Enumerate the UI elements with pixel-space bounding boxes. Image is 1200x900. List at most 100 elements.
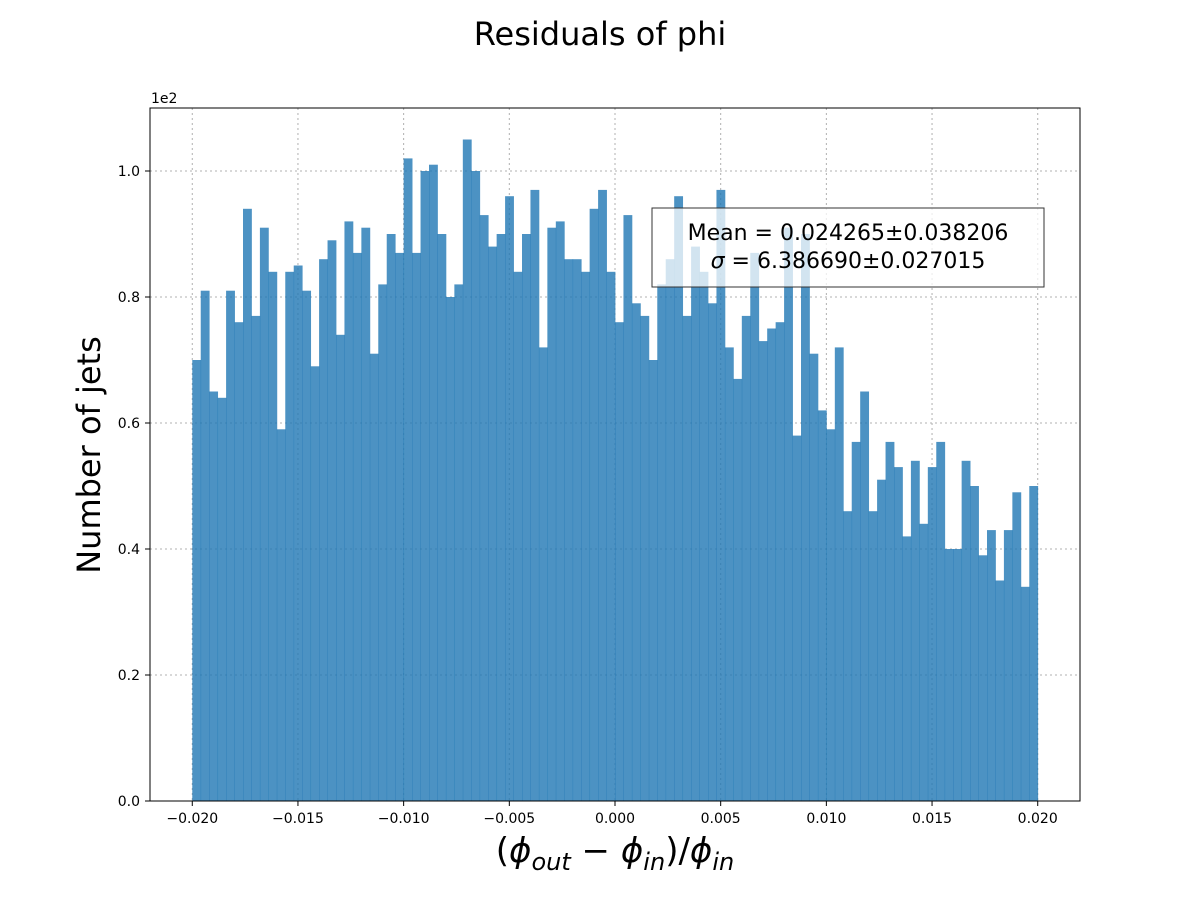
histogram-bars <box>192 139 1039 802</box>
histogram-bar <box>386 234 396 801</box>
histogram-bar <box>860 391 870 801</box>
y-tick-label: 0.8 <box>118 290 140 306</box>
stats-box: Mean = 0.024265±0.038206 σ = 6.386690±0.… <box>651 207 1045 288</box>
histogram-bar <box>953 549 963 801</box>
x-tick-label: 0.020 <box>1018 811 1058 827</box>
histogram-bar <box>995 580 1005 801</box>
x-tick-label: −0.020 <box>166 811 218 827</box>
x-tick-label: 0.005 <box>701 811 741 827</box>
histogram-bar <box>834 347 844 801</box>
histogram-bar <box>462 139 472 801</box>
histogram-bar <box>826 429 836 801</box>
histogram-bar <box>243 208 252 802</box>
y-axis-label: Number of jets <box>70 336 108 574</box>
histogram-bar <box>555 221 565 801</box>
histogram-bar <box>412 252 421 801</box>
histogram-bar <box>488 246 498 802</box>
histogram-bar <box>538 347 548 801</box>
y-tick-label: 0.6 <box>118 416 140 432</box>
histogram-bar <box>209 391 219 801</box>
x-tick-label: 0.000 <box>595 811 635 827</box>
histogram-bar <box>234 322 244 801</box>
histogram-bar <box>792 435 802 801</box>
histogram-bar <box>293 265 303 801</box>
histogram-bar <box>894 467 903 801</box>
histogram-bar <box>733 378 743 801</box>
y-axis-ticks: 0.0 0.2 0.4 0.6 0.8 1.0 <box>118 164 150 810</box>
x-tick-label: −0.010 <box>378 811 430 827</box>
histogram-bar <box>674 196 684 801</box>
histogram-bar <box>970 486 979 801</box>
histogram-bar <box>801 234 810 801</box>
histogram-bar <box>259 227 269 801</box>
histogram-bar <box>961 460 971 801</box>
histogram-bar <box>623 215 633 802</box>
histogram-bar <box>395 252 405 801</box>
histogram-bar <box>581 271 591 801</box>
histogram-bar <box>369 353 379 801</box>
histogram-bar <box>741 315 751 801</box>
histogram-bar <box>708 303 717 801</box>
histogram-bar <box>758 341 768 801</box>
histogram-bar <box>1020 586 1030 801</box>
histogram-bar <box>809 353 819 801</box>
histogram-bar <box>276 429 286 801</box>
histogram-bar <box>285 271 295 801</box>
histogram-bar <box>682 315 692 801</box>
histogram-bar <box>944 549 954 801</box>
histogram-bar <box>615 322 624 801</box>
histogram-bar <box>919 523 929 801</box>
x-tick-label: −0.015 <box>272 811 324 827</box>
histogram-bar <box>1029 486 1039 801</box>
histogram-bar <box>978 555 988 801</box>
x-axis-ticks: −0.020 −0.015 −0.010 −0.005 0.000 0.005 0.010 0… <box>166 801 1058 827</box>
stats-sigma: σ = 6.386690±0.027015 <box>711 249 986 274</box>
histogram-bar <box>352 252 362 801</box>
histogram-bar <box>910 460 920 801</box>
histogram-bar <box>479 215 489 802</box>
histogram-bar <box>378 284 388 801</box>
histogram-bar <box>530 189 540 801</box>
histogram-bar <box>547 227 557 801</box>
histogram-bar <box>192 360 202 801</box>
histogram-bar <box>775 322 785 801</box>
chart-title: Residuals of phi <box>474 15 726 53</box>
histogram-bar <box>310 366 320 801</box>
histogram-bar <box>817 410 827 801</box>
histogram-bar <box>843 511 853 801</box>
histogram-bar <box>217 397 227 801</box>
histogram-bar <box>403 158 413 801</box>
y-tick-label: 1.0 <box>118 164 140 180</box>
histogram-bar <box>420 171 430 801</box>
histogram-bar <box>513 271 523 801</box>
histogram-bar <box>268 271 278 801</box>
x-tick-label: −0.005 <box>483 811 535 827</box>
histogram-bar <box>724 347 734 801</box>
histogram-bar <box>750 252 760 801</box>
y-tick-label: 0.4 <box>118 542 140 558</box>
histogram-bar <box>471 171 481 801</box>
histogram-bar <box>564 259 574 801</box>
stats-mean: Mean = 0.024265±0.038206 <box>688 221 1009 246</box>
histogram-bar <box>496 234 506 801</box>
histogram-bar <box>767 328 777 801</box>
histogram-bar <box>445 297 455 801</box>
histogram-bar <box>987 530 996 801</box>
histogram-bar <box>665 259 675 801</box>
histogram-bar <box>868 511 878 801</box>
x-axis-label: (ϕout − ϕin)/ϕin <box>496 831 735 876</box>
histogram-bar <box>344 221 354 801</box>
histogram-bar <box>327 240 337 802</box>
x-tick-label: 0.015 <box>912 811 952 827</box>
histogram-bar <box>505 196 514 801</box>
histogram-bar <box>631 303 641 801</box>
histogram-bar <box>361 227 371 801</box>
histogram-bar <box>927 467 937 801</box>
histogram-bar <box>877 479 886 801</box>
y-axis-offset-text: 1e2 <box>151 91 177 107</box>
histogram-bar <box>936 441 946 801</box>
histogram-bar <box>572 259 582 801</box>
histogram-bar <box>598 189 607 801</box>
histogram-bar <box>716 189 726 801</box>
